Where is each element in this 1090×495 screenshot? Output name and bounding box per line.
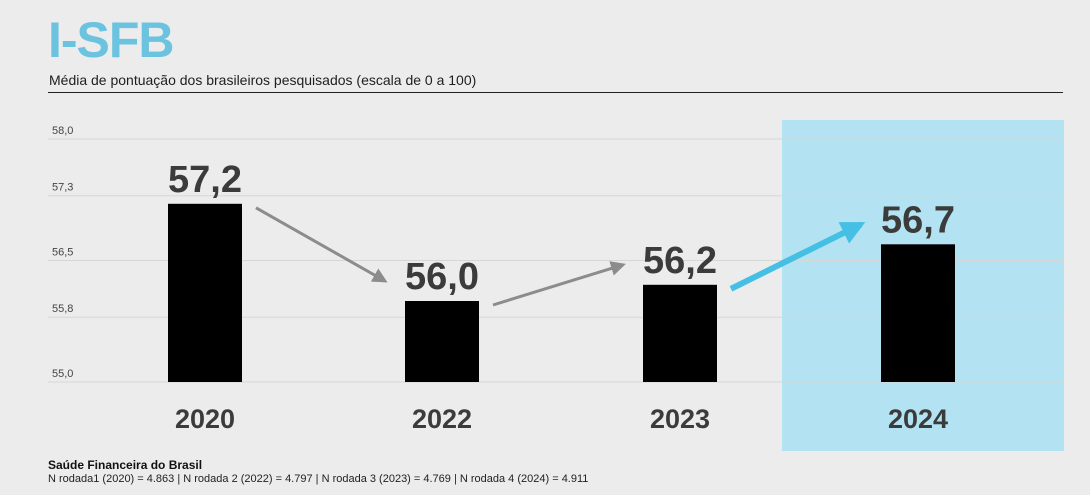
trend-arrow-2020-2022 — [255, 206, 388, 283]
y-tick-label: 55,0 — [52, 368, 73, 380]
sample-size-note: N rodada1 (2020) = 4.863 | N rodada 2 (2… — [48, 473, 589, 485]
category-label-2020: 2020 — [175, 404, 235, 434]
bar-2023 — [643, 284, 717, 382]
source-title: Saúde Financeira do Brasil — [48, 458, 203, 472]
y-tick-label: 56,5 — [52, 247, 73, 259]
title-divider — [48, 92, 1063, 93]
chart-title: I-SFB — [48, 12, 175, 68]
category-label-2023: 2023 — [650, 404, 710, 434]
category-label-2024: 2024 — [888, 404, 948, 434]
y-tick-label: 55,8 — [52, 303, 73, 315]
trend-arrow-2023-2024 — [729, 221, 866, 292]
value-label-2024: 56,7 — [881, 199, 955, 241]
y-tick-label: 58,0 — [52, 125, 73, 137]
bar-2020 — [168, 203, 242, 382]
y-tick-label: 57,3 — [52, 182, 73, 194]
category-label-2022: 2022 — [412, 404, 472, 434]
value-label-2022: 56,0 — [405, 256, 479, 298]
value-label-2020: 57,2 — [168, 159, 242, 201]
trend-arrow-2022-2023 — [492, 261, 626, 307]
value-label-2023: 56,2 — [643, 240, 717, 282]
bar-2024 — [881, 244, 955, 382]
bar-2022 — [405, 301, 479, 382]
chart-subtitle: Média de pontuação dos brasileiros pesqu… — [49, 72, 477, 88]
